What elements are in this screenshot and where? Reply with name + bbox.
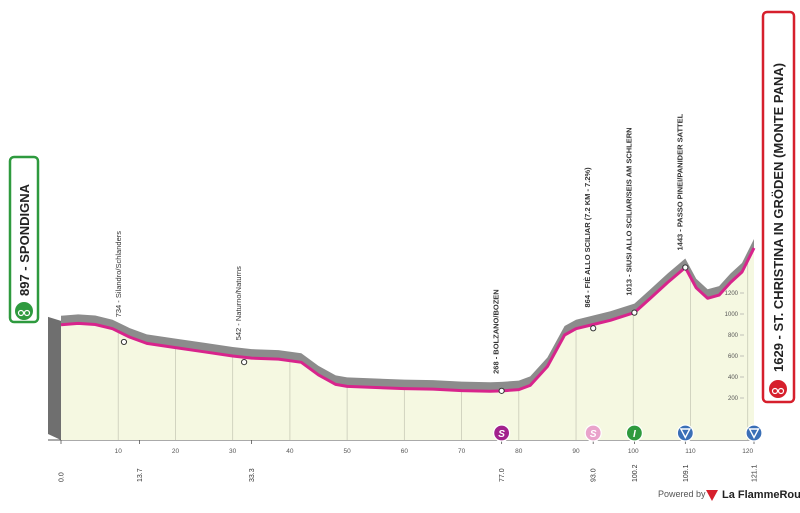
waypoint-label: 1013 - SIUSI ALLO SCILIAR/SEIS AM SCHLER… [624,127,633,295]
x-tick-label: 10 [115,448,123,455]
km-icon [625,424,643,442]
start-icon-wheel [23,309,31,317]
y-tick-label: 1200 [725,291,739,297]
waypoint-dot [498,387,505,394]
km-icon-climb [679,428,691,439]
x-tick-label: 50 [344,448,352,455]
finish-icon [769,380,787,398]
x-tick-label: 80 [515,448,523,455]
x-tick-label: 40 [286,448,294,455]
km-label: 93.0 [591,468,598,482]
finish-icon-wheel [777,387,785,395]
km-label: 13.7 [137,468,144,482]
y-tick-label: 1000 [725,312,739,318]
label-layer: 10 20 30 40 50 60 70 80 90 100 110 120 200 400 600 800 1… [8,10,796,482]
km-icon-climb [748,428,760,439]
km-label: 33.3 [249,468,256,482]
start-icon-wheel [17,309,25,317]
km-label: 121.1 [752,464,759,482]
start-label: 897 - SPONDIGNA [17,183,32,296]
y-tick-label: 400 [728,375,739,381]
y-tick-label: 600 [728,354,739,360]
waypoint-dot [682,264,689,271]
km-icon-symbol: I [633,429,636,440]
waypoint-label: 1443 - PASSO PINEI/PANIDER SATTEL [675,113,684,250]
x-tick-label: 100 [628,448,639,455]
km-label: 109.1 [683,464,690,482]
finish-icon-wheel [771,387,779,395]
km-label: 77.0 [499,468,506,482]
footer-brand: La FlammeRouge [722,489,800,501]
profile-line [60,247,756,393]
y-tick-label: 800 [728,333,739,339]
start-box [8,155,40,324]
waypoint-label: 542 - Naturno/Naturns [234,266,243,340]
y-tick-label: 200 [728,396,739,402]
profile-shade [61,239,754,392]
x-tick-label: 30 [229,448,237,455]
waypoint-label: 734 - Silandro/Schlanders [114,231,123,318]
profile-layer [60,239,756,440]
x-tick-label: 70 [458,448,466,455]
waypoint-dot [631,309,638,316]
finish-box [761,10,796,404]
waypoint-dot [120,338,128,346]
profile-area [61,248,754,440]
waypoint-dot [590,325,597,332]
km-icon-symbol: S [590,429,597,440]
waypoint-label: 864 - FIÈ ALLO SCILIAR (7.2 KM - 7.2%) [583,167,592,308]
km-icon [584,424,602,442]
profile-side [48,316,61,440]
start-icon [15,302,33,320]
brand-logo [706,490,718,501]
x-tick-label: 120 [742,448,753,455]
waypoint-dot [241,358,248,366]
x-tick-label: 20 [172,448,180,455]
km-icon [493,424,511,442]
x-tick-label: 60 [401,448,409,455]
waypoint-label: 268 - BOLZANO/BOZEN [492,289,501,374]
finish-label: 1629 - ST. CHRISTINA IN GRÖDEN (MONTE PA… [771,63,786,372]
footer-powered: Powered by [658,489,706,499]
km-label: 100.2 [632,464,639,482]
km-label: 0.0 [59,472,66,482]
x-tick-label: 90 [572,448,580,455]
km-icon-symbol: S [498,429,505,440]
x-tick-label: 110 [685,448,696,455]
